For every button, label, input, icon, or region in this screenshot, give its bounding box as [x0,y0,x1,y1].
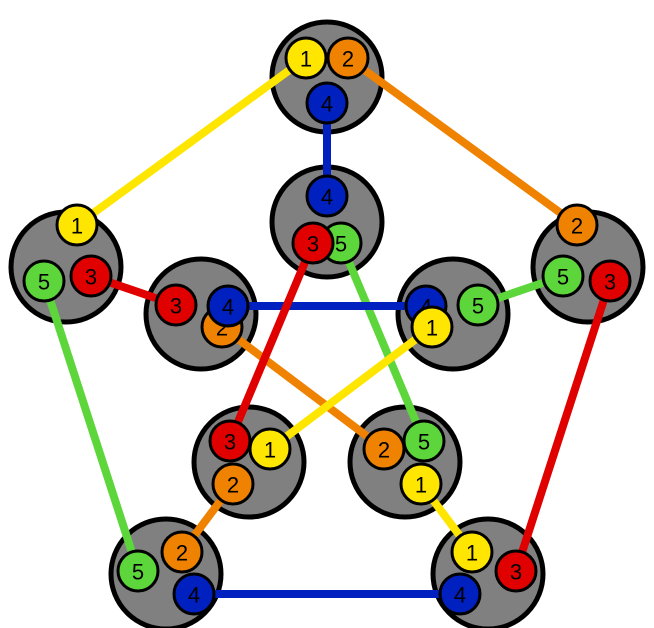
endpoint-label-O3-2: 2 [176,541,188,566]
small-nodes-layer: 223344551144551122335522441133 [24,38,630,614]
endpoint-label-I3-2: 2 [227,473,239,498]
endpoint-label-I2-1: 1 [415,473,427,498]
endpoint-label-I3-3: 3 [224,430,236,455]
endpoint-label-O4-1: 1 [71,214,83,239]
edge-O3-O4 [44,281,138,571]
petersen-graph-diagram: 223344551144551122335522441133 [0,0,654,628]
endpoint-label-I2-2: 2 [378,438,390,463]
endpoint-label-O1-5: 5 [557,265,569,290]
endpoint-label-I3-1: 1 [264,438,276,463]
edge-O1-O2 [516,281,610,571]
endpoint-label-O2-3: 3 [510,560,522,585]
endpoint-label-O4-5: 5 [38,270,50,295]
endpoint-label-O0-4: 4 [321,92,333,117]
edges-layer [44,58,610,594]
edge-O4-O0 [77,58,306,225]
endpoint-label-I4-4: 4 [222,295,234,320]
endpoint-label-I0-4: 4 [321,185,333,210]
endpoint-label-I0-3: 3 [307,232,319,257]
endpoint-label-I1-5: 5 [472,294,484,319]
endpoint-label-O1-3: 3 [604,270,616,295]
endpoint-label-O0-2: 2 [342,47,354,72]
endpoint-label-O4-3: 3 [85,265,97,290]
endpoint-label-O0-1: 1 [300,47,312,72]
endpoint-label-O2-4: 4 [454,583,466,608]
endpoint-label-I1-1: 1 [426,316,438,341]
vertex-I3 [194,407,304,517]
endpoint-label-I0-5: 5 [335,232,347,257]
endpoint-label-I2-5: 5 [418,430,430,455]
endpoint-label-O3-4: 4 [188,583,200,608]
endpoint-label-O1-2: 2 [571,214,583,239]
edge-O0-O1 [348,58,577,225]
endpoint-label-O3-5: 5 [132,560,144,585]
endpoint-label-I4-3: 3 [170,294,182,319]
vertex-I2 [350,407,460,517]
endpoint-label-O2-1: 1 [466,541,478,566]
